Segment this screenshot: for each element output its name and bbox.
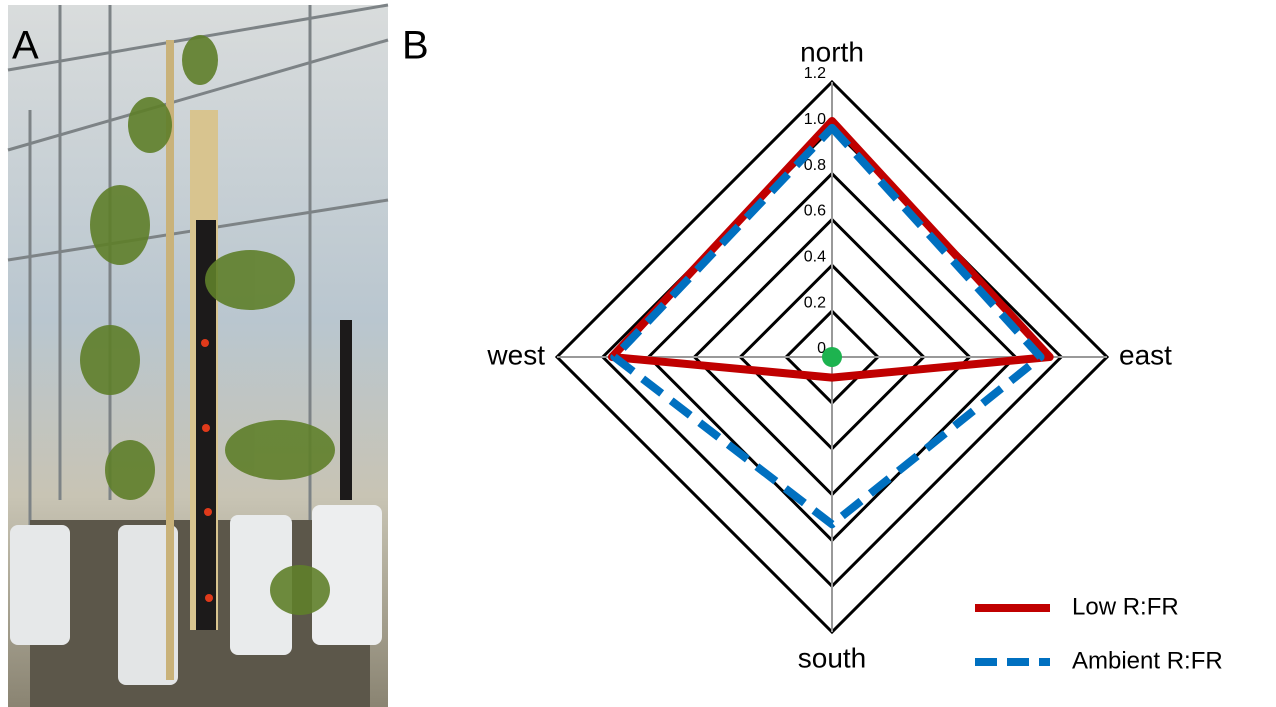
photo: [8, 5, 388, 707]
panel-label: B: [402, 24, 429, 68]
page: A B 00.20.40.60.81.01.2northeastsouthwes…: [0, 0, 1276, 707]
tick-label: 0.2: [804, 294, 826, 311]
tick-label: 0.4: [804, 249, 826, 266]
tick-label: 0.6: [804, 203, 826, 220]
category-label: east: [1119, 339, 1172, 370]
panel-label: A: [12, 24, 39, 68]
center-dot: [822, 347, 842, 367]
category-label: south: [798, 642, 867, 673]
legend-label: Low R:FR: [1072, 593, 1179, 620]
category-label: north: [800, 36, 864, 67]
radar-chart: 00.20.40.60.81.01.2northeastsouthwestLow…: [486, 36, 1222, 674]
category-label: west: [486, 339, 545, 370]
tick-label: 1.2: [804, 65, 826, 82]
legend-label: Ambient R:FR: [1072, 647, 1223, 674]
figure: A B 00.20.40.60.81.01.2northeastsouthwes…: [0, 0, 1276, 707]
series-line: [612, 121, 1050, 378]
